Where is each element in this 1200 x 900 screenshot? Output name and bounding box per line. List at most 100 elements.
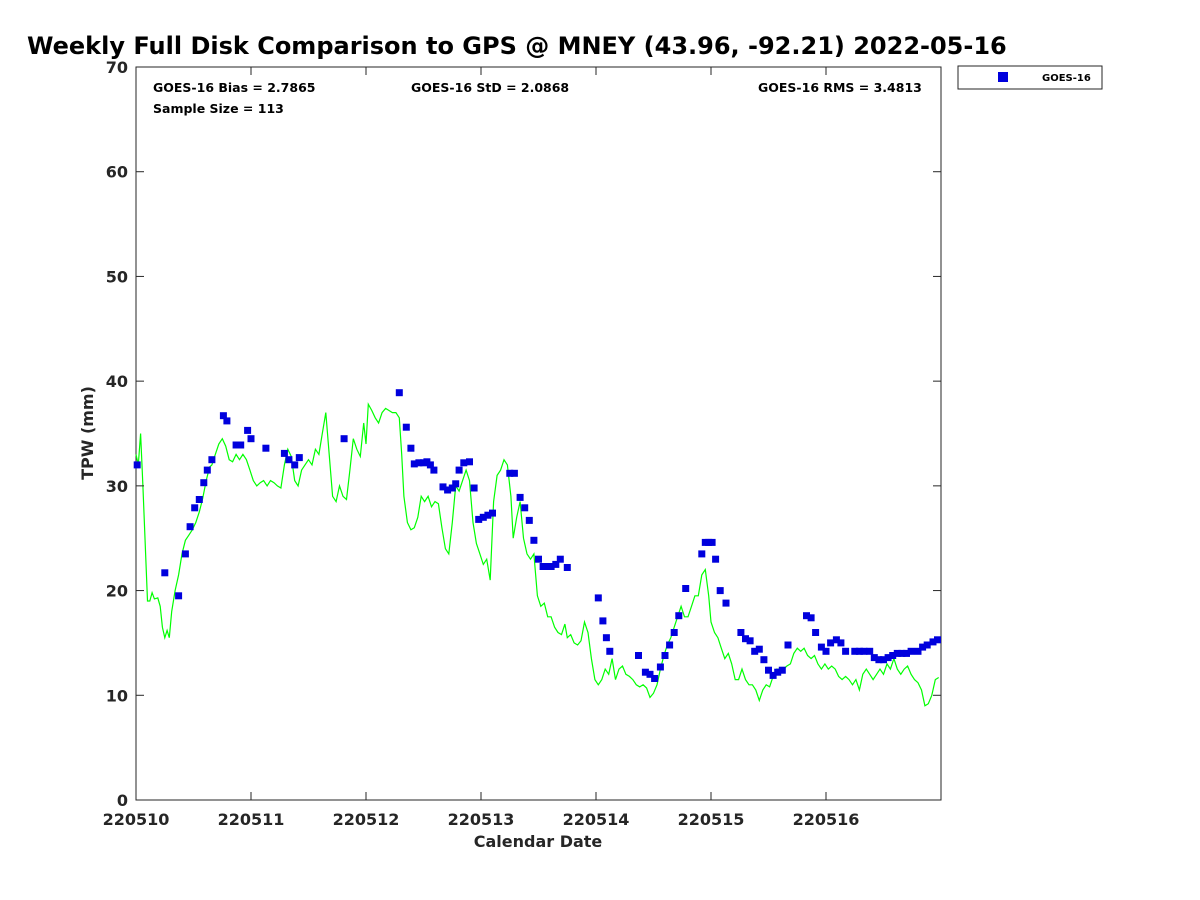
- goes16-point: [698, 550, 706, 558]
- y-tick-label: 70: [106, 58, 128, 77]
- goes16-point: [837, 639, 845, 647]
- legend: GOES-16: [957, 65, 1103, 90]
- goes16-point: [737, 629, 745, 636]
- legend-label-goes16: GOES-16: [1042, 73, 1091, 84]
- goes16-point: [280, 449, 288, 457]
- goes16-point: [295, 454, 303, 462]
- goes16-point: [907, 647, 915, 655]
- gps-line: [135, 402, 940, 707]
- goes16-point: [934, 636, 941, 644]
- goes16-point: [803, 612, 810, 620]
- goes16-point: [661, 652, 669, 659]
- goes16-point: [742, 635, 749, 643]
- goes16-point: [893, 649, 901, 657]
- goes16-point: [547, 563, 555, 570]
- x-tick-label: 220513: [448, 810, 515, 829]
- goes16-point: [415, 459, 423, 467]
- legend-marker-goes16: [998, 72, 1008, 82]
- plot-frame: [135, 66, 942, 801]
- goes16-point: [666, 641, 674, 649]
- goes16-point: [784, 641, 792, 649]
- goes16-point: [641, 668, 649, 676]
- goes16-point: [161, 569, 169, 577]
- plot-area: [133, 66, 942, 801]
- y-axis-label: TPW (mm): [78, 386, 97, 480]
- goes16-point: [769, 671, 777, 679]
- goes16-point: [475, 515, 483, 523]
- goes16-point: [635, 652, 642, 659]
- goes16-point: [407, 444, 415, 452]
- goes16-point: [889, 652, 897, 659]
- goes16-point: [262, 444, 270, 452]
- goes16-point: [208, 456, 216, 464]
- goes16-point: [291, 461, 299, 469]
- goes16-point: [716, 587, 724, 595]
- goes16-point: [832, 636, 840, 644]
- goes16-point: [439, 483, 447, 491]
- goes16-point: [525, 516, 533, 524]
- goes16-point: [822, 647, 830, 655]
- goes16-point: [656, 663, 664, 671]
- y-tick-label: 10: [106, 686, 128, 705]
- goes16-point: [746, 637, 754, 645]
- x-tick-label: 220515: [678, 810, 745, 829]
- goes16-point: [410, 460, 418, 468]
- goes16-point: [539, 563, 547, 570]
- goes16-point: [402, 423, 410, 431]
- goes16-point: [765, 666, 772, 674]
- goes16-point: [181, 550, 189, 558]
- goes16-point: [712, 555, 720, 563]
- goes16-point: [914, 647, 922, 655]
- goes16-point: [599, 617, 607, 625]
- goes16-point: [470, 484, 478, 492]
- goes16-series: [133, 389, 941, 682]
- goes16-point: [232, 441, 240, 449]
- goes16-point: [452, 480, 460, 488]
- goes16-point: [563, 564, 571, 571]
- goes16-point: [200, 479, 208, 487]
- goes16-point: [751, 647, 759, 655]
- goes16-point: [203, 466, 211, 474]
- goes16-point: [923, 641, 931, 649]
- x-tick-label: 220510: [103, 810, 170, 829]
- y-tick-label: 0: [117, 791, 128, 810]
- legend-box: [957, 65, 1103, 90]
- goes16-point: [807, 614, 815, 622]
- goes16-point: [195, 496, 203, 503]
- goes16-point: [521, 504, 529, 512]
- goes16-point: [552, 560, 560, 568]
- goes16-point: [851, 647, 859, 655]
- goes16-point: [530, 536, 538, 544]
- goes16-point: [455, 466, 463, 474]
- goes16-point: [175, 592, 183, 600]
- std-stat: GOES-16 StD = 2.0868: [411, 80, 569, 95]
- goes16-point: [812, 629, 820, 636]
- y-tick-label: 30: [106, 477, 128, 496]
- goes16-point: [479, 513, 487, 521]
- x-axis-label: Calendar Date: [474, 832, 603, 851]
- goes16-point: [903, 649, 910, 657]
- y-tick-label: 60: [106, 163, 128, 182]
- goes16-point: [722, 599, 730, 607]
- goes16-point: [448, 484, 456, 492]
- bias-stat: GOES-16 Bias = 2.7865: [153, 80, 315, 95]
- goes16-point: [774, 668, 782, 676]
- goes16-point: [880, 656, 887, 664]
- goes16-point: [760, 656, 768, 664]
- goes16-point: [708, 538, 716, 546]
- goes16-point: [510, 469, 518, 477]
- goes16-point: [489, 509, 496, 517]
- goes16-point: [460, 459, 468, 467]
- goes16-point: [191, 504, 199, 512]
- goes16-point: [682, 585, 690, 592]
- y-axis: 0 10 20 30 40 50 60 70: [106, 58, 941, 810]
- goes16-point: [646, 670, 654, 678]
- x-tick-label: 220512: [333, 810, 400, 829]
- goes16-point: [870, 654, 878, 662]
- goes16-point: [247, 435, 255, 443]
- goes16-point: [133, 461, 141, 469]
- goes16-point: [285, 456, 293, 464]
- goes16-point: [929, 638, 937, 646]
- goes16-point: [426, 461, 434, 469]
